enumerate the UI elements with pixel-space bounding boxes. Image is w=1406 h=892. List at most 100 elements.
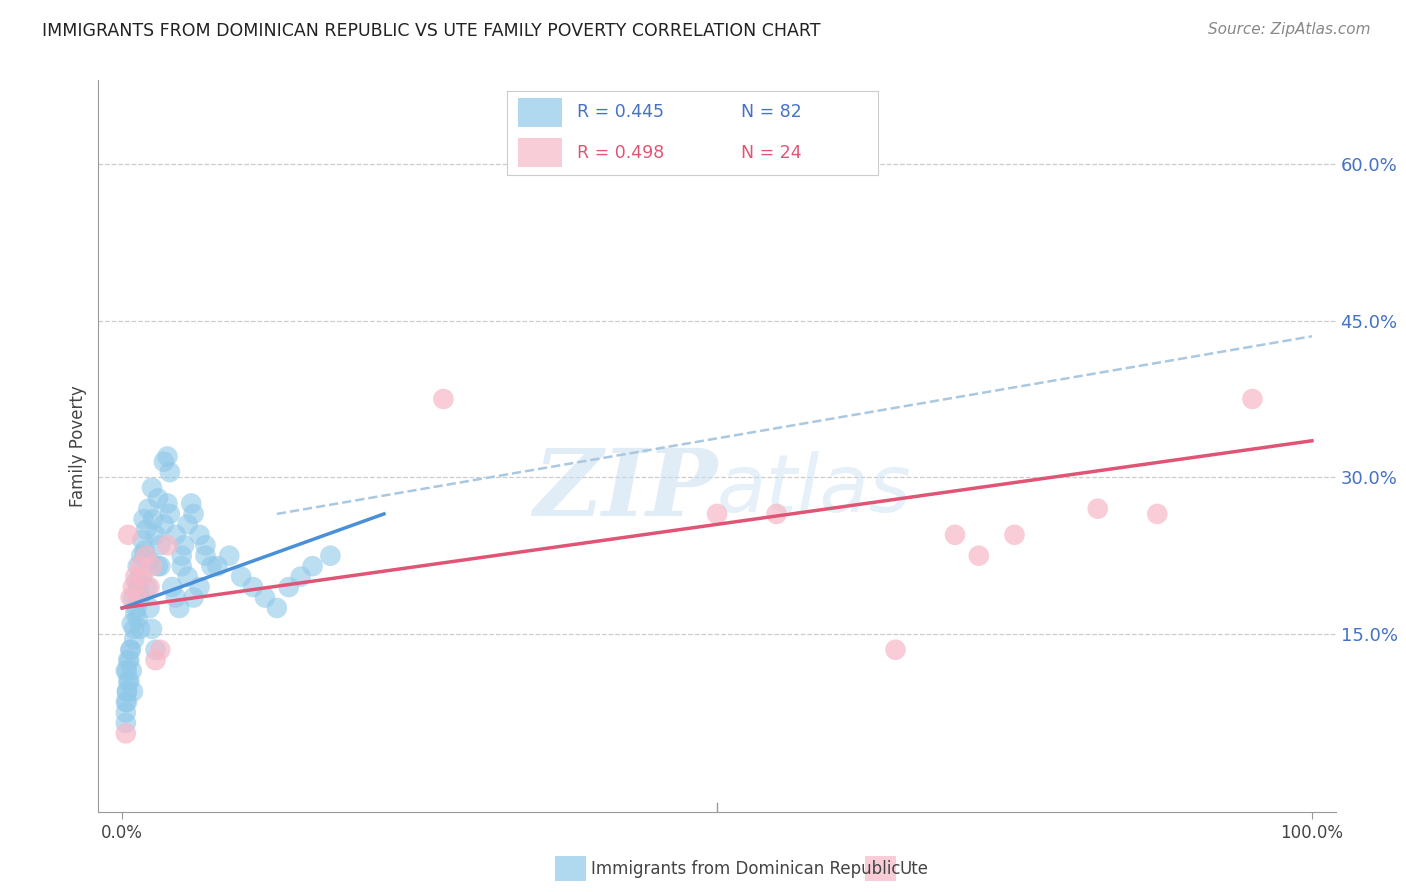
Point: [135, 549, 157, 563]
Point: [134, 549, 156, 563]
Point: [142, 512, 165, 526]
Point: [121, 616, 143, 631]
Point: [124, 606, 146, 620]
Point: [138, 601, 160, 615]
Text: Immigrants from Dominican Republic: Immigrants from Dominican Republic: [591, 860, 900, 878]
Point: [706, 507, 728, 521]
Point: [122, 632, 145, 647]
Point: [159, 465, 181, 479]
Point: [1241, 392, 1264, 406]
Point: [218, 549, 240, 563]
Point: [117, 674, 139, 689]
Point: [145, 642, 167, 657]
Point: [117, 528, 139, 542]
Point: [253, 591, 276, 605]
Point: [146, 491, 169, 506]
Point: [145, 653, 167, 667]
Point: [156, 450, 179, 464]
Point: [118, 653, 141, 667]
Point: [138, 580, 160, 594]
Text: atlas: atlas: [717, 450, 912, 529]
Y-axis label: Family Poverty: Family Poverty: [69, 385, 87, 507]
Point: [114, 726, 136, 740]
Point: [117, 653, 139, 667]
Point: [290, 569, 312, 583]
Point: [141, 481, 163, 495]
Point: [165, 591, 187, 605]
Point: [141, 559, 163, 574]
Text: IMMIGRANTS FROM DOMINICAN REPUBLIC VS UTE FAMILY POVERTY CORRELATION CHART: IMMIGRANTS FROM DOMINICAN REPUBLIC VS UT…: [42, 22, 821, 40]
Point: [319, 549, 342, 563]
Point: [188, 580, 211, 594]
Point: [129, 591, 152, 605]
Point: [153, 517, 176, 532]
Point: [207, 559, 229, 574]
Point: [131, 533, 153, 547]
Point: [131, 569, 153, 583]
Point: [432, 392, 454, 406]
Point: [136, 580, 159, 594]
Point: [149, 559, 172, 574]
Point: [138, 501, 160, 516]
Point: [1004, 528, 1026, 542]
Point: [114, 706, 136, 720]
Point: [114, 695, 136, 709]
Text: Ute: Ute: [900, 860, 929, 878]
Point: [138, 554, 160, 568]
Point: [129, 622, 152, 636]
Point: [176, 517, 198, 532]
Point: [122, 622, 145, 636]
Point: [156, 496, 179, 510]
Point: [120, 642, 142, 657]
Point: [266, 601, 288, 615]
Point: [180, 496, 202, 510]
Text: Source: ZipAtlas.com: Source: ZipAtlas.com: [1208, 22, 1371, 37]
Point: [122, 591, 145, 605]
Point: [115, 684, 138, 698]
Point: [301, 559, 323, 574]
Point: [127, 559, 149, 574]
Point: [114, 664, 136, 678]
Point: [118, 674, 141, 689]
Point: [200, 559, 222, 574]
Point: [194, 549, 217, 563]
Point: [146, 559, 169, 574]
Point: [120, 642, 142, 657]
Point: [114, 715, 136, 730]
Point: [127, 611, 149, 625]
Point: [134, 543, 156, 558]
Point: [122, 684, 145, 698]
Point: [115, 684, 138, 698]
Point: [173, 538, 195, 552]
Point: [277, 580, 299, 594]
Point: [120, 591, 142, 605]
Point: [170, 549, 193, 563]
Point: [153, 455, 176, 469]
Text: ZIP: ZIP: [533, 445, 717, 535]
Point: [128, 580, 150, 594]
Point: [156, 538, 179, 552]
Point: [149, 642, 172, 657]
Point: [170, 559, 193, 574]
Point: [122, 580, 145, 594]
Point: [129, 549, 152, 563]
Point: [943, 528, 966, 542]
Point: [129, 559, 152, 574]
Point: [194, 538, 217, 552]
Point: [884, 642, 907, 657]
Point: [188, 528, 211, 542]
Point: [159, 507, 181, 521]
Point: [967, 549, 990, 563]
Point: [132, 512, 155, 526]
Point: [231, 569, 253, 583]
Point: [125, 601, 148, 615]
Point: [765, 507, 787, 521]
Point: [115, 664, 138, 678]
Point: [160, 580, 183, 594]
Point: [169, 601, 191, 615]
Point: [127, 591, 149, 605]
Point: [141, 622, 163, 636]
Point: [242, 580, 264, 594]
Point: [124, 569, 146, 583]
Point: [165, 528, 187, 542]
